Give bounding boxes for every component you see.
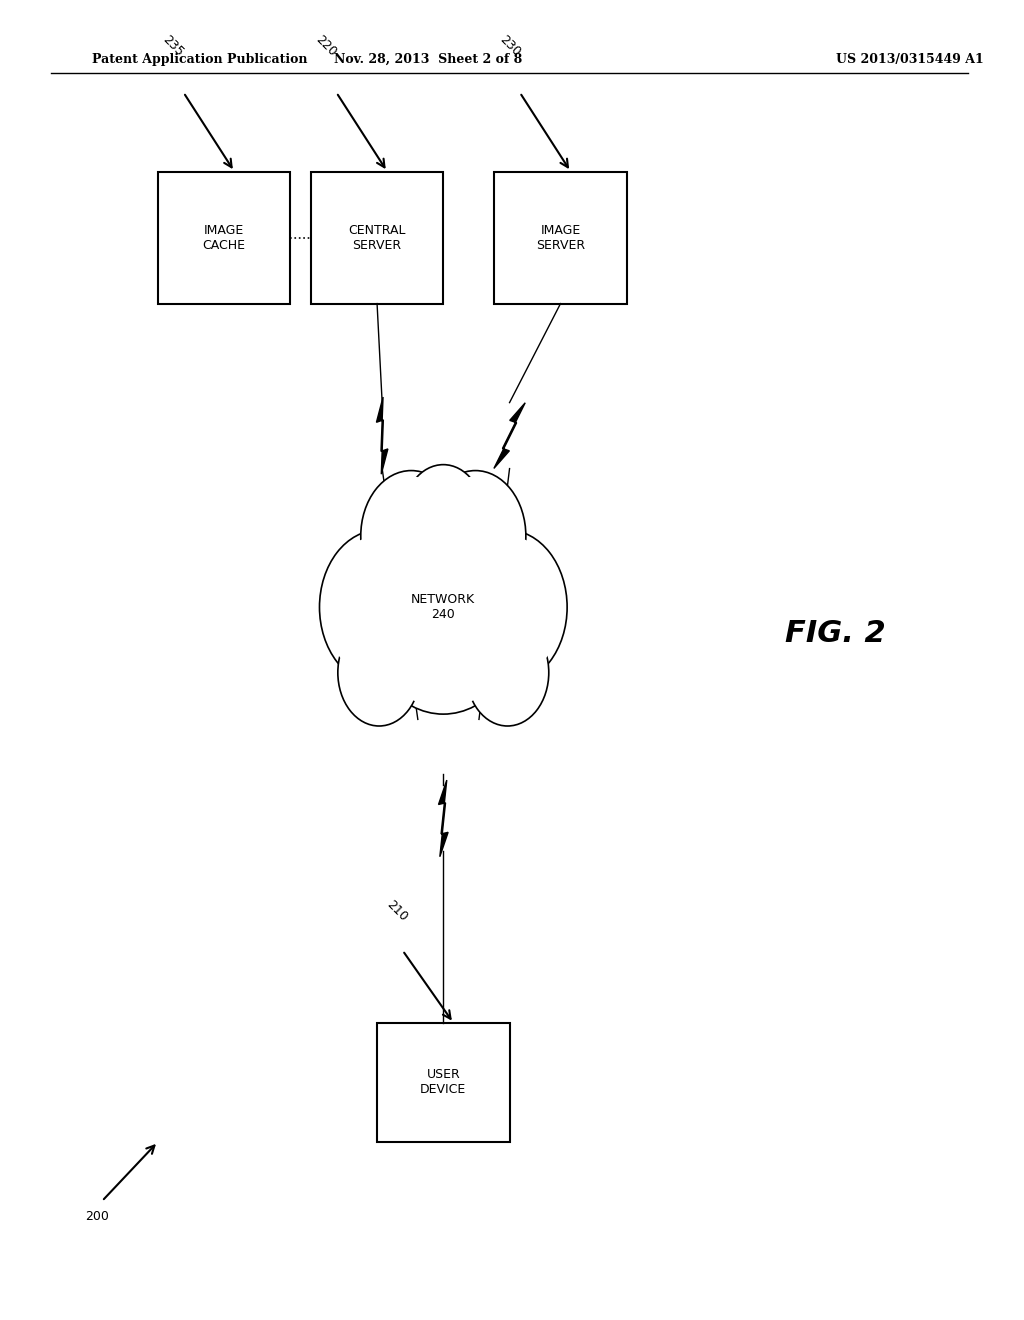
- Polygon shape: [438, 780, 449, 857]
- Circle shape: [453, 536, 562, 678]
- Bar: [311, 172, 443, 304]
- Text: US 2013/0315449 A1: US 2013/0315449 A1: [836, 53, 983, 66]
- Circle shape: [342, 626, 416, 721]
- Text: 220: 220: [313, 33, 339, 59]
- Text: FIG. 2: FIG. 2: [785, 619, 886, 648]
- Circle shape: [366, 477, 457, 595]
- Polygon shape: [377, 397, 388, 474]
- Circle shape: [360, 470, 462, 601]
- Text: 210: 210: [384, 898, 411, 924]
- Text: Patent Application Publication: Patent Application Publication: [92, 53, 307, 66]
- Circle shape: [360, 500, 526, 714]
- Text: IMAGE
CACHE: IMAGE CACHE: [203, 223, 246, 252]
- Circle shape: [447, 529, 567, 684]
- Text: USER
DEVICE: USER DEVICE: [420, 1068, 467, 1097]
- Polygon shape: [494, 403, 525, 469]
- Circle shape: [338, 619, 421, 726]
- Circle shape: [471, 626, 544, 721]
- Circle shape: [425, 470, 526, 601]
- Circle shape: [319, 529, 438, 684]
- Circle shape: [402, 465, 484, 572]
- Text: NETWORK
240: NETWORK 240: [412, 593, 475, 622]
- Circle shape: [407, 470, 480, 565]
- Bar: [495, 172, 627, 304]
- Text: 235: 235: [160, 33, 186, 59]
- Circle shape: [429, 477, 521, 595]
- Text: IMAGE
SERVER: IMAGE SERVER: [536, 223, 585, 252]
- Text: Nov. 28, 2013  Sheet 2 of 8: Nov. 28, 2013 Sheet 2 of 8: [334, 53, 522, 66]
- Text: 230: 230: [497, 33, 522, 59]
- Text: CENTRAL
SERVER: CENTRAL SERVER: [348, 223, 406, 252]
- Bar: [158, 172, 291, 304]
- Circle shape: [366, 506, 521, 708]
- Circle shape: [466, 619, 549, 726]
- Text: 200: 200: [85, 1210, 109, 1224]
- Bar: [377, 1023, 510, 1142]
- Circle shape: [324, 536, 434, 678]
